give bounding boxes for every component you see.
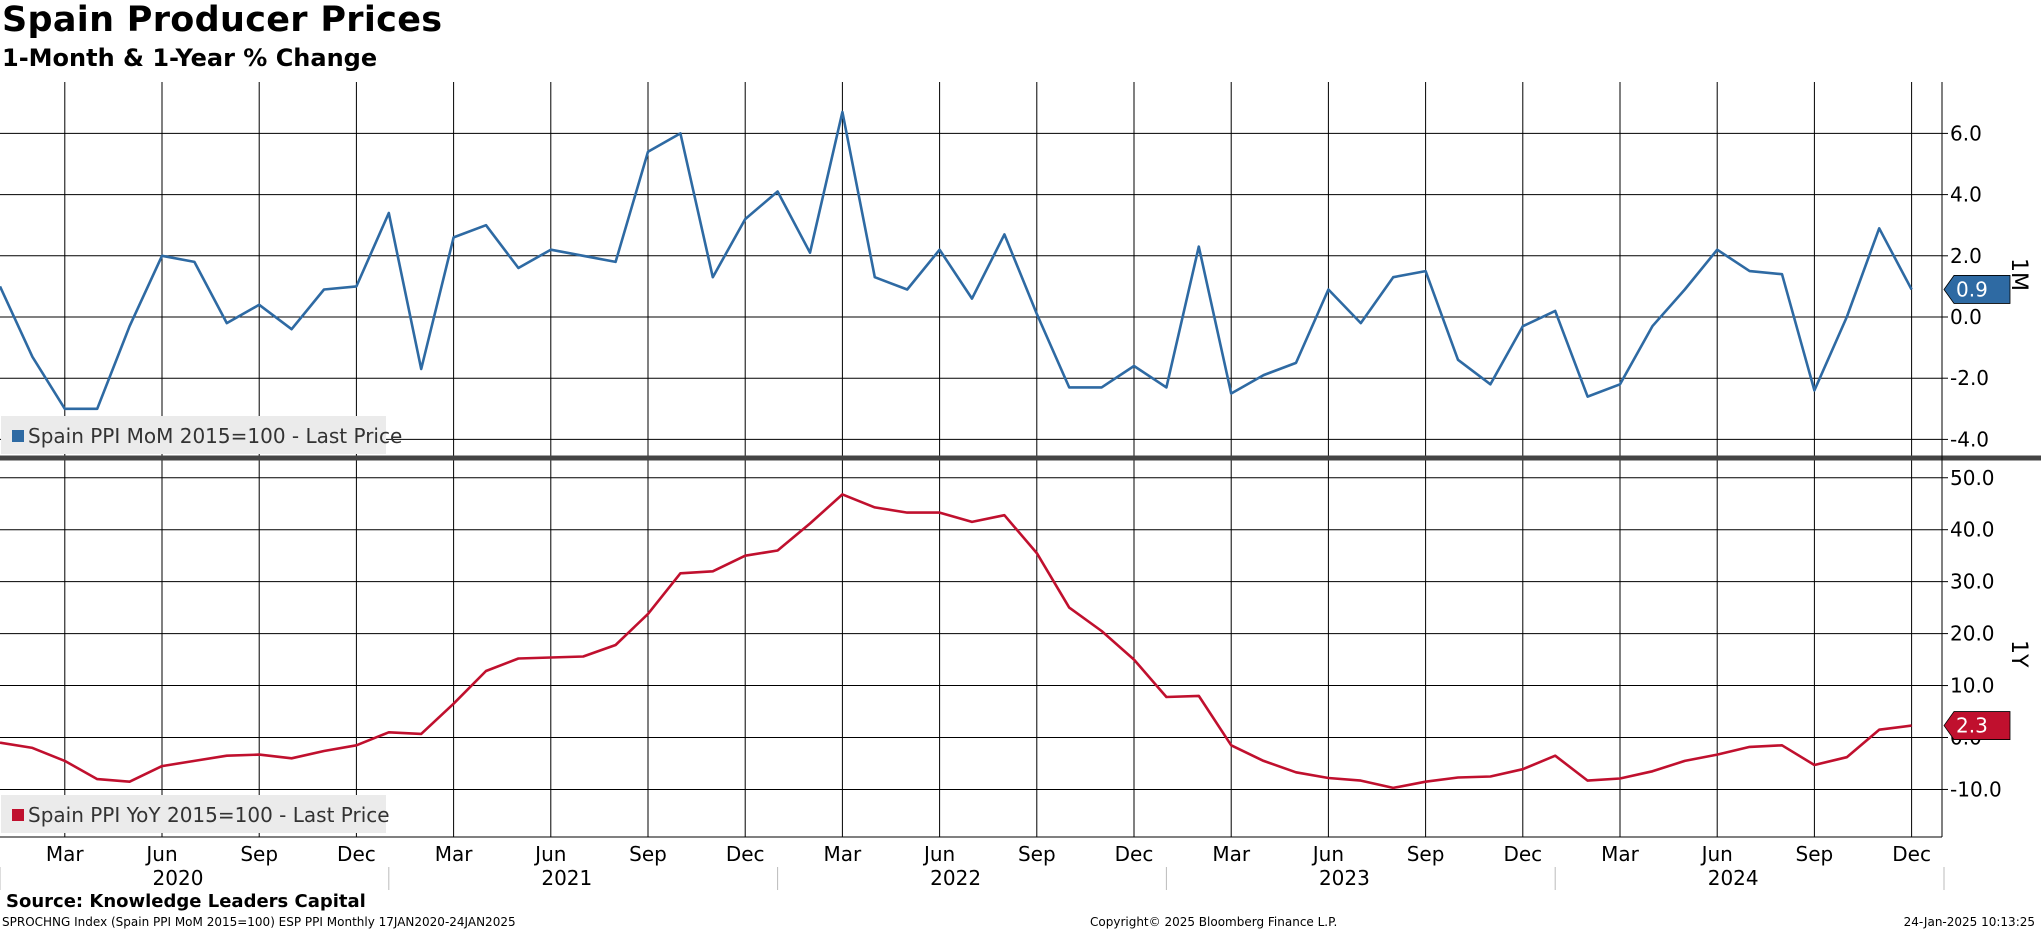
x-tick-label: Dec [1115, 842, 1154, 866]
x-tick-label: Mar [435, 842, 474, 866]
x-tick-label: Sep [1018, 842, 1056, 866]
x-tick-label: Mar [1212, 842, 1251, 866]
y-tick-label: -10.0 [1950, 777, 2002, 801]
legend-box [1, 795, 386, 833]
axis-name: 1M [2006, 258, 2031, 291]
last-value-tag [1943, 711, 2011, 740]
y-tick-label: 30.0 [1950, 570, 1995, 594]
x-tick-label: Jun [144, 842, 177, 866]
y-tick-label: 10.0 [1950, 674, 1995, 698]
x-tick-label: Dec [726, 842, 765, 866]
y-tick-label: 6.0 [1950, 121, 1982, 145]
chart-subtitle: 1-Month & 1-Year % Change [2, 44, 378, 72]
y-tick-label: 2.0 [1950, 244, 1982, 268]
series-line [0, 493, 1912, 790]
y-tick-label: -2.0 [1950, 366, 1989, 390]
y-tick-label: 4.0 [1950, 183, 1982, 207]
series-line [0, 110, 1913, 411]
legend-label: Spain PPI YoY 2015=100 - Last Price [28, 803, 390, 827]
x-tick-label: Sep [1407, 842, 1445, 866]
gridlines [0, 82, 2041, 838]
x-tick-label: Jun [922, 842, 955, 866]
legend-swatch [12, 430, 24, 442]
source-note: Source: Knowledge Leaders Capital [6, 891, 366, 912]
x-tick-label: Jun [533, 842, 566, 866]
y-tick-label: 0.0 [1950, 305, 1982, 329]
y-tick-label: -4.0 [1950, 427, 1989, 451]
axis-name: 1Y [2006, 640, 2031, 668]
y-tick-label: 50.0 [1950, 466, 1995, 490]
last-value-tag [1943, 275, 2011, 304]
x-tick-label: Sep [1796, 842, 1834, 866]
x-tick-label: Mar [824, 842, 863, 866]
legend-swatch [12, 809, 24, 821]
mom-panel: 6.0 4.0 2.0 0.0 -2.0 -4.0 0.9 1M Spain PPI MoM 2… [0, 110, 2031, 454]
x-year-label: 2021 [541, 866, 592, 890]
x-tick-label: Sep [240, 842, 278, 866]
legend-label: Spain PPI MoM 2015=100 - Last Price [28, 424, 402, 448]
last-value-label: 2.3 [1956, 714, 1988, 738]
legend-box [1, 416, 386, 454]
x-year-label: 2024 [1708, 866, 1759, 890]
x-tick-label: Mar [46, 842, 85, 866]
x-tick-label: Mar [1601, 842, 1640, 866]
footer-copyright: Copyright© 2025 Bloomberg Finance L.P. [1090, 915, 1338, 929]
x-tick-label: Dec [1503, 842, 1542, 866]
x-year-label: 2023 [1319, 866, 1370, 890]
x-tick-label: Dec [1892, 842, 1931, 866]
chart-title: Spain Producer Prices [2, 0, 443, 40]
y-tick-label: 40.0 [1950, 518, 1995, 542]
x-tick-label: Jun [1700, 842, 1733, 866]
x-tick-label: Sep [629, 842, 667, 866]
y-tick-label: 20.0 [1950, 622, 1995, 646]
x-tick-label: Jun [1311, 842, 1344, 866]
x-axis: Mar Jun Sep Dec Mar Jun Sep Dec Mar Jun Sep Dec Mar J… [0, 842, 1945, 890]
x-year-label: 2022 [930, 866, 981, 890]
footer-timestamp: 24-Jan-2025 10:13:25 [1903, 915, 2035, 929]
x-year-label: 2020 [153, 866, 204, 890]
last-value-label: 0.9 [1956, 277, 1988, 301]
x-tick-label: Dec [337, 842, 376, 866]
footer-ticker: SPROCHNG Index (Spain PPI MoM 2015=100) … [2, 915, 516, 929]
